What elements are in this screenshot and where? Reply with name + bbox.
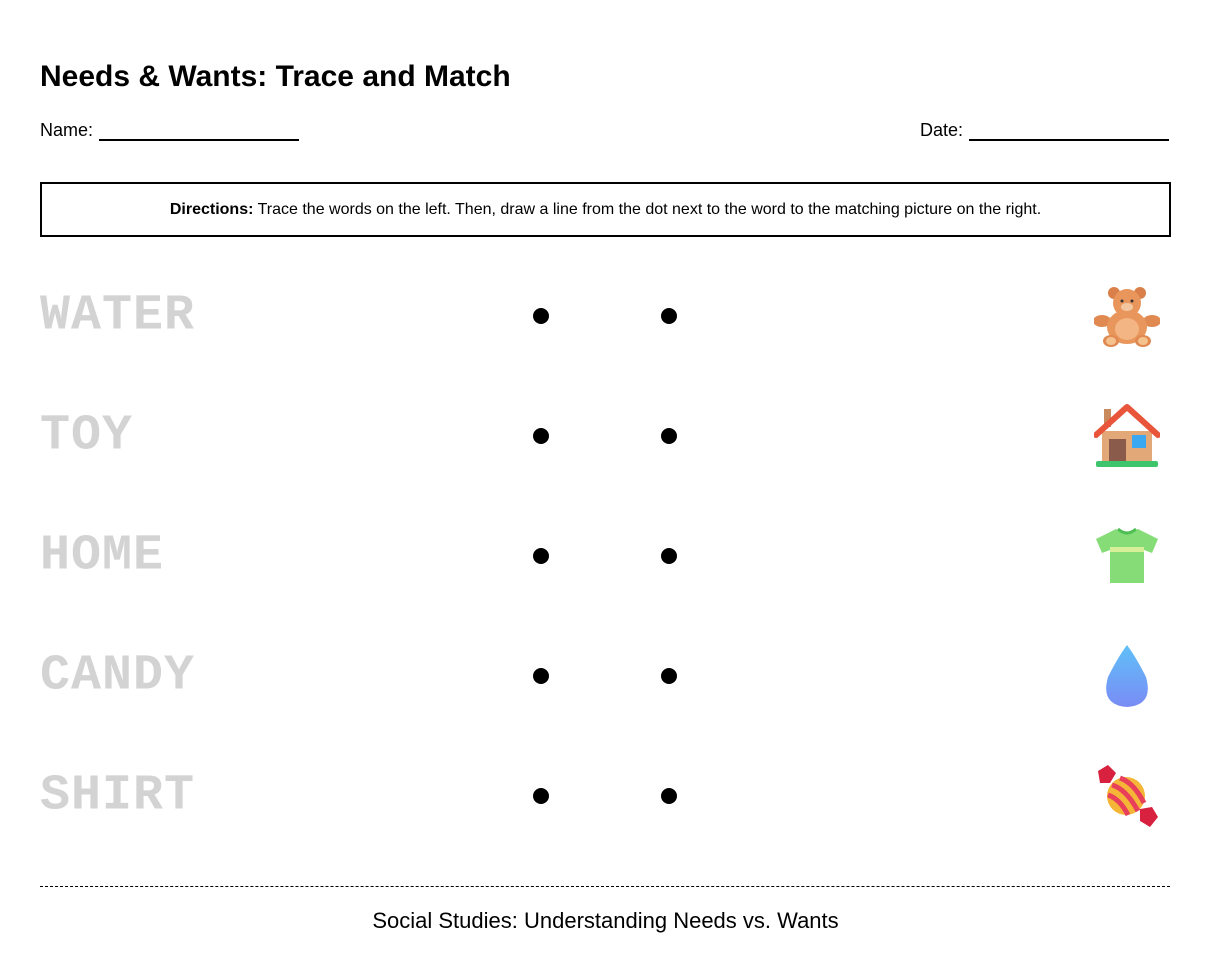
name-label: Name:	[40, 120, 94, 140]
footer-text: Social Studies: Understanding Needs vs. …	[372, 908, 839, 933]
directions-box: Directions: Trace the words on the left.…	[40, 182, 1171, 237]
teddy-bear-icon	[1094, 287, 1160, 347]
trace-word: WATER	[40, 287, 196, 345]
picture-dot[interactable]	[661, 548, 677, 564]
word-dot[interactable]	[533, 428, 549, 444]
date-field[interactable]: Date:	[920, 120, 1170, 141]
word-dot[interactable]	[533, 308, 549, 324]
page-title: Needs & Wants: Trace and Match	[40, 60, 511, 93]
picture-dot[interactable]	[661, 668, 677, 684]
t-shirt-icon	[1096, 527, 1158, 583]
picture-dot[interactable]	[661, 308, 677, 324]
name-field[interactable]: Name:	[40, 120, 300, 141]
word-dot[interactable]	[533, 668, 549, 684]
picture-dot[interactable]	[661, 788, 677, 804]
match-row: SHIRT	[40, 736, 1170, 856]
trace-word: HOME	[40, 527, 165, 585]
match-row: WATER	[40, 256, 1170, 376]
date-label: Date:	[920, 120, 964, 140]
trace-word: SHIRT	[40, 767, 196, 825]
footer-divider	[40, 886, 1170, 887]
word-dot[interactable]	[533, 548, 549, 564]
house-icon	[1094, 404, 1160, 467]
word-dot[interactable]	[533, 788, 549, 804]
match-row: TOY	[40, 376, 1170, 496]
directions-label: Directions:	[169, 200, 254, 218]
candy-icon	[1098, 765, 1158, 827]
trace-word: TOY	[40, 407, 134, 465]
match-row: CANDY	[40, 616, 1170, 736]
match-row: HOME	[40, 496, 1170, 616]
water-drop-icon	[1106, 645, 1148, 707]
trace-word: CANDY	[40, 647, 196, 705]
picture-dot[interactable]	[661, 428, 677, 444]
date-line[interactable]	[969, 125, 1170, 141]
directions-text: Trace the words on the left. Then, draw …	[253, 200, 1042, 218]
name-line[interactable]	[99, 125, 300, 141]
